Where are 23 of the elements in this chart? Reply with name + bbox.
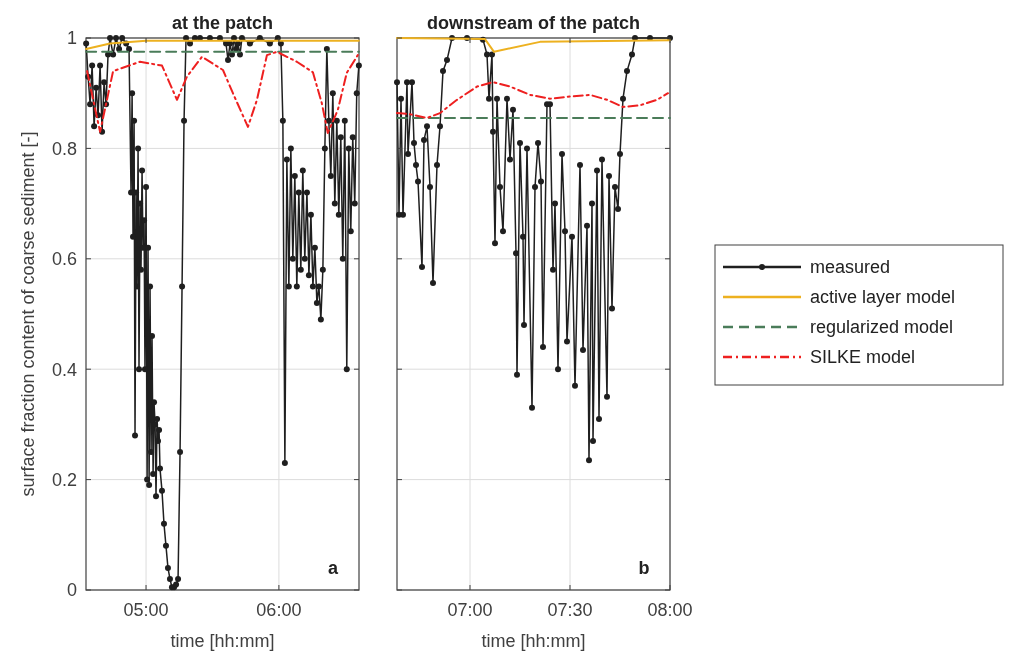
chart-title: at the patch [171, 13, 274, 33]
x-tick-label: 08:00 [647, 600, 693, 620]
x-axis-title: time [hh:mm] [170, 631, 275, 651]
chart-title: downstream of the patch [426, 13, 641, 33]
y-axis-title: surface fraction content of coarse sediment [-] [18, 131, 38, 497]
y-tick-label: 0.4 [51, 359, 77, 380]
y-tick-label: 0.8 [51, 138, 77, 159]
y-tick-label: 0.6 [51, 249, 77, 270]
annotation: b [638, 558, 650, 578]
legend-label: regularized model [810, 317, 954, 338]
y-tick-label: 0 [66, 580, 77, 601]
y-tick-label: 1 [66, 28, 77, 49]
annotation: a [327, 558, 339, 578]
x-axis-title: time [hh:mm] [481, 631, 586, 651]
legend-label: SILKE model [810, 347, 916, 368]
line-series [86, 50, 359, 134]
x-tick-label: 07:00 [447, 600, 493, 620]
x-tick-label: 07:30 [547, 600, 593, 620]
x-tick-label: 06:00 [256, 600, 302, 620]
legend-label: measured [810, 257, 891, 278]
x-tick-label: 05:00 [123, 600, 169, 620]
y-tick-label: 0.2 [51, 469, 77, 490]
legend-label: active layer model [810, 287, 956, 308]
